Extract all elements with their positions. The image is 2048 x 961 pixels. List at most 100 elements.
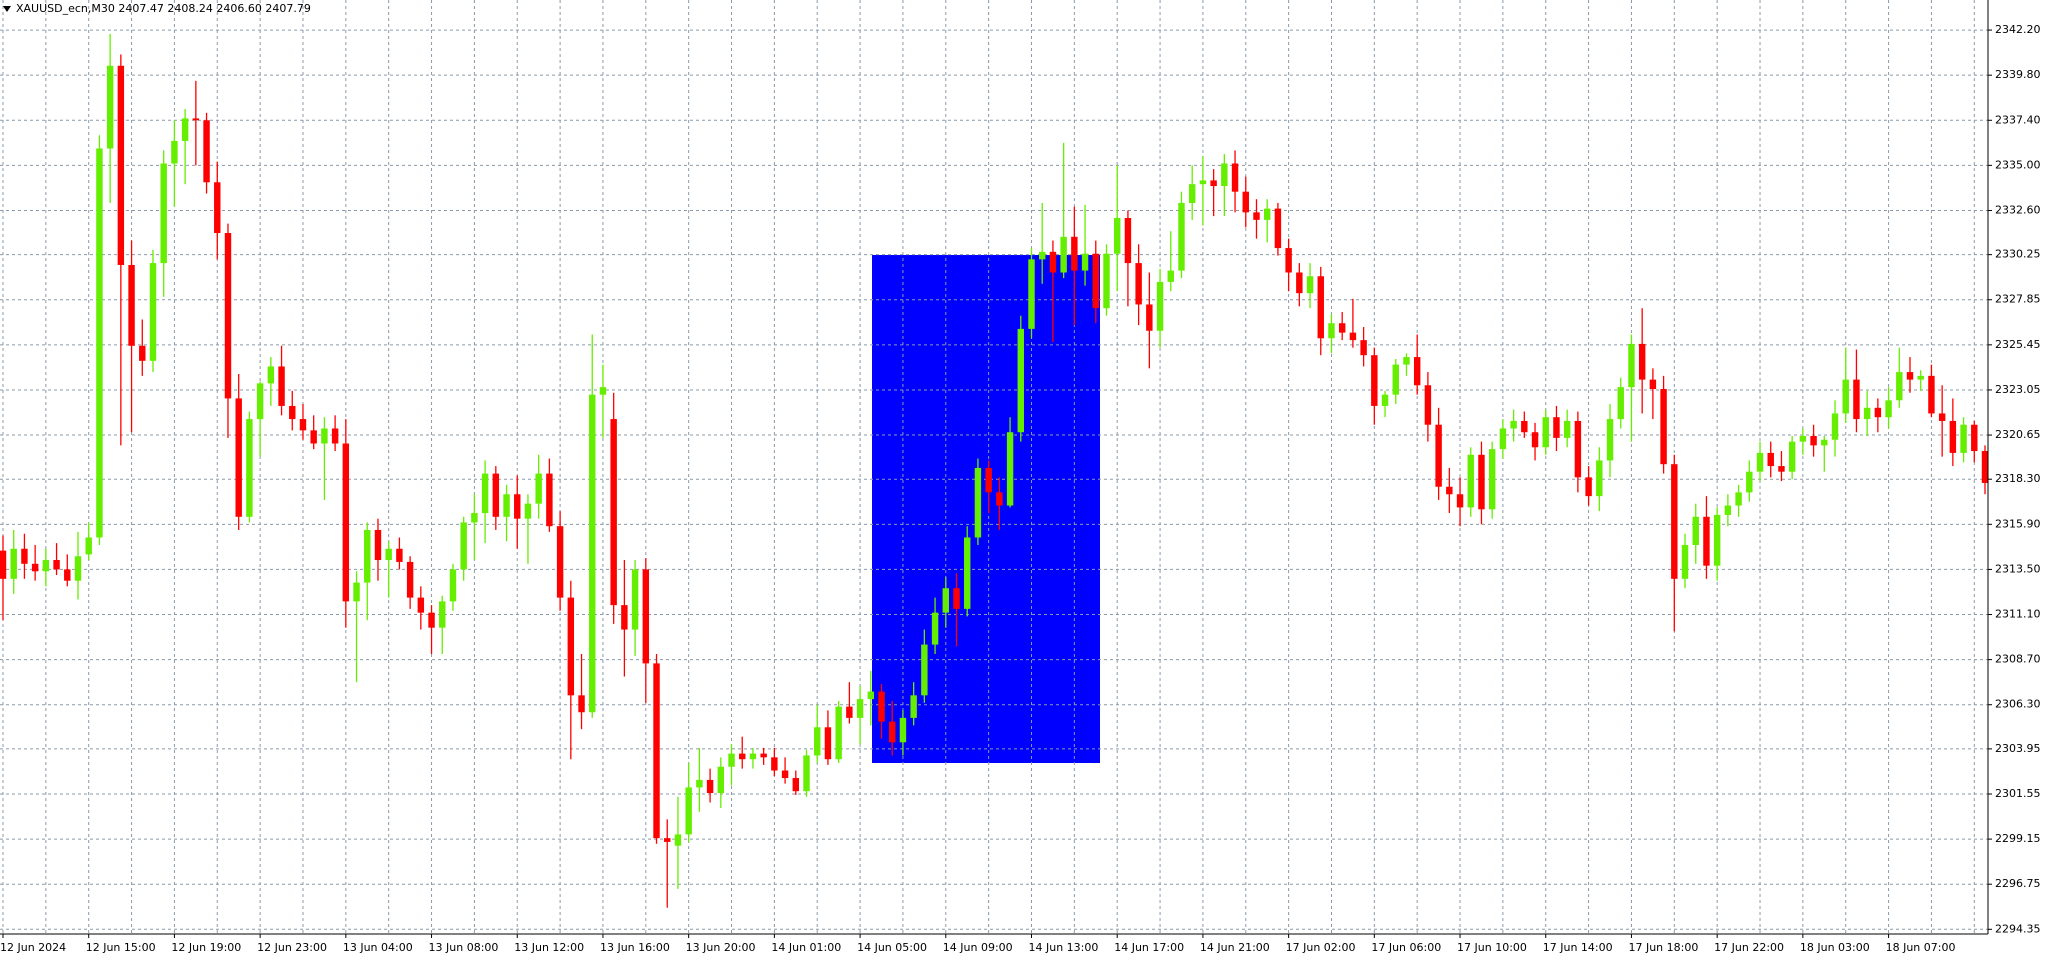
candle-body [117, 65, 125, 265]
candle-body [449, 569, 457, 602]
x-tick-label: 17 Jun 14:00 [1543, 941, 1613, 954]
candle-body [1017, 328, 1024, 433]
candle-body [1756, 452, 1764, 472]
candle-body [867, 691, 875, 700]
candle-body [1638, 343, 1646, 380]
candle-body [1821, 439, 1828, 446]
candle-body [1531, 432, 1539, 448]
candle-body [1060, 236, 1067, 273]
candle-body [1971, 424, 1978, 452]
candle-body [1478, 454, 1485, 510]
candle-body [1692, 516, 1699, 545]
candle-body [214, 182, 221, 234]
candle-body [642, 569, 650, 664]
candle-body [1392, 364, 1399, 395]
candle-body [21, 548, 28, 564]
candle-body [599, 387, 607, 395]
candle-body [460, 522, 467, 570]
candle-body [1928, 375, 1935, 414]
candle-body [310, 430, 317, 444]
candle-body [406, 561, 414, 598]
x-tick-label: 18 Jun 03:00 [1800, 941, 1870, 954]
candle-body [10, 548, 17, 579]
candle-body [1103, 253, 1110, 309]
candle-body [1617, 387, 1624, 420]
candle-body [1424, 385, 1432, 425]
candle-body [42, 560, 50, 572]
candle-body [696, 779, 703, 788]
candle-body [1446, 486, 1453, 495]
candle-body [1253, 212, 1260, 220]
candle-body [1521, 420, 1528, 433]
y-tick-label: 2335.00 [1995, 158, 2041, 171]
candle-body [299, 419, 307, 431]
candle-body [96, 148, 103, 538]
candle-body [953, 588, 960, 609]
candle-body [428, 612, 435, 628]
candle-body [1810, 435, 1817, 446]
candle-body [1703, 516, 1710, 566]
candle-body [878, 691, 885, 722]
menu-arrow[interactable] [3, 6, 11, 12]
x-tick-label: 12 Jun 19:00 [171, 941, 241, 954]
candle-body [203, 120, 210, 183]
candle-body [256, 383, 264, 420]
candle-body [278, 366, 285, 406]
x-tick-label: 13 Jun 08:00 [429, 941, 499, 954]
y-tick-label: 2301.55 [1995, 787, 2041, 800]
candle-body [1049, 251, 1057, 273]
x-tick-label: 17 Jun 22:00 [1714, 941, 1784, 954]
candle-body [85, 537, 92, 555]
candle-body [246, 419, 253, 517]
candle-body [1231, 163, 1239, 192]
candle-body [492, 473, 500, 517]
candle-body [1124, 217, 1132, 264]
grid [0, 0, 1988, 934]
candle-body [1435, 424, 1442, 487]
candle-body [749, 753, 757, 760]
candle-body [1071, 236, 1078, 271]
candle-body [814, 727, 821, 756]
candle-body [1092, 253, 1099, 309]
candle-body [171, 140, 178, 164]
candle-body [342, 443, 350, 602]
candle-body [728, 753, 735, 767]
candle-body [578, 695, 585, 713]
candle-body [610, 419, 617, 606]
candle-body [1317, 276, 1324, 339]
y-tick-label: 2306.30 [1995, 698, 2041, 711]
candle-body [653, 663, 660, 839]
candle-body [674, 834, 682, 846]
candle-body [631, 569, 639, 630]
candle-body [1949, 420, 1957, 453]
candle-body [685, 787, 692, 835]
candle-body [1028, 259, 1035, 329]
candle-body [1874, 407, 1882, 418]
candle-body [964, 537, 971, 609]
y-tick-label: 2327.85 [1995, 293, 2041, 306]
candle-body [160, 163, 167, 264]
candle-body [792, 778, 800, 792]
y-tick-label: 2318.30 [1995, 472, 2041, 485]
candle-body [1274, 208, 1282, 249]
candle-body [1542, 417, 1549, 448]
candle-body [1960, 424, 1967, 453]
candle-body [1713, 514, 1721, 566]
candle-body [664, 838, 671, 842]
candle-body [1135, 263, 1142, 305]
y-tick-label: 2332.60 [1995, 203, 2041, 216]
candle-body [1778, 466, 1785, 472]
candle-body [1628, 343, 1635, 388]
candle-body [1242, 191, 1249, 213]
candle-body [1767, 452, 1774, 467]
candle-body [439, 601, 446, 628]
candle-body [1842, 379, 1849, 414]
candle-body [1188, 184, 1196, 203]
candle-body [621, 605, 628, 630]
candle-body [1917, 375, 1924, 380]
x-tick-label: 14 Jun 17:00 [1114, 941, 1184, 954]
chart-title: XAUUSD_ecn,M30 2407.47 2408.24 2406.60 2… [16, 2, 311, 15]
x-tick-label: 17 Jun 02:00 [1286, 941, 1356, 954]
y-tick-label: 2294.35 [1995, 922, 2041, 935]
candle-body [31, 563, 39, 572]
